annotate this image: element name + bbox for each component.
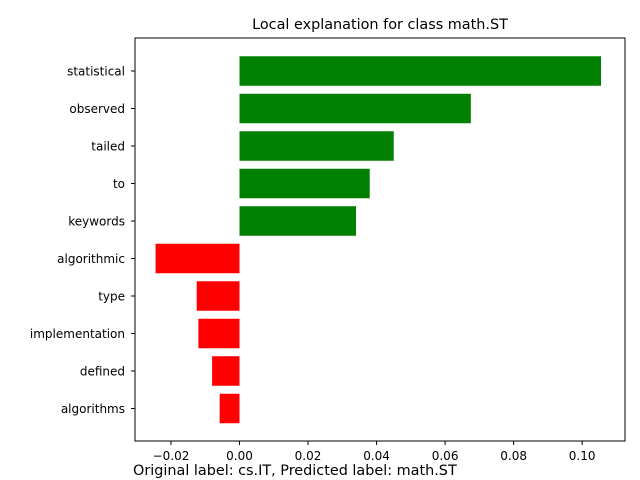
bar-algorithms	[219, 393, 240, 424]
y-tick-label: implementation	[30, 327, 125, 341]
x-tick-label: 0.06	[432, 449, 459, 463]
y-ticks-group: statistical observed tailed to keywords algor…	[30, 65, 135, 416]
y-tick-label: type	[98, 290, 125, 304]
bar-tailed	[239, 131, 394, 161]
bar-keywords	[239, 206, 357, 236]
x-tick-label: −0.02	[153, 449, 190, 463]
bar-observed	[239, 93, 471, 124]
x-tick-label: 0.02	[295, 449, 322, 463]
y-tick-label: algorithmic	[57, 252, 125, 266]
x-tick-label: 0.04	[363, 449, 390, 463]
y-tick-label: statistical	[67, 65, 125, 79]
chart-caption: Original label: cs.IT, Predicted label: …	[133, 463, 457, 479]
chart-title: Local explanation for class math.ST	[252, 17, 508, 33]
y-tick-label: to	[113, 177, 125, 191]
bar-type	[196, 281, 240, 311]
y-tick-label: keywords	[68, 215, 125, 229]
bars-group	[155, 56, 602, 424]
y-tick-label: algorithms	[61, 402, 125, 416]
bar-to	[239, 168, 370, 199]
x-tick-label: 0.00	[226, 449, 253, 463]
x-ticks-group: −0.02 0.00 0.02 0.04 0.06 0.08 0.10	[153, 441, 596, 463]
y-tick-label: tailed	[91, 140, 125, 154]
x-tick-label: 0.08	[500, 449, 527, 463]
y-tick-label: defined	[80, 365, 125, 379]
plot-frame	[134, 37, 626, 442]
bar-statistical	[239, 56, 602, 86]
y-tick-label: observed	[69, 102, 125, 116]
x-tick-label: 0.10	[569, 449, 596, 463]
bar-implementation	[198, 318, 240, 349]
bar-defined	[212, 356, 240, 386]
bar-algorithmic	[155, 243, 240, 274]
